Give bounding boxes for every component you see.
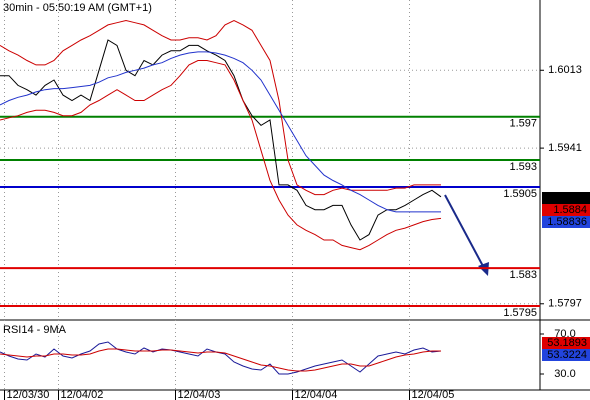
series-line — [0, 348, 441, 372]
level-label: 1.5795 — [503, 307, 537, 319]
price-tag — [542, 204, 590, 216]
y-tick-label: 70.0 — [554, 328, 575, 340]
level-label: 1.593 — [509, 161, 537, 173]
price-tag-label: 53.1893 — [547, 337, 587, 349]
series-line — [0, 51, 441, 213]
panel-title: RSI14 - 9MA — [3, 324, 67, 336]
x-tick-label: 12/04/04 — [295, 389, 338, 400]
y-tick-label: 30.0 — [554, 368, 575, 380]
price-tag — [542, 349, 590, 361]
forecast-arrow — [444, 194, 485, 269]
level-label: 1.597 — [509, 118, 537, 130]
series-line — [0, 19, 441, 196]
price-tag-label: 1.5884 — [553, 204, 587, 216]
price-tag — [542, 216, 590, 228]
y-tick-label: 1.6013 — [548, 64, 582, 76]
level-label: 1.583 — [509, 269, 537, 281]
series-line — [0, 60, 442, 251]
price-tag-label: 53.3224 — [547, 349, 587, 361]
x-tick-label: 12/04/05 — [412, 389, 455, 400]
y-tick-label: 1.5941 — [548, 142, 582, 154]
x-tick-label: 12/04/02 — [61, 389, 104, 400]
price-tag-label: 1.5896 — [553, 192, 587, 204]
x-tick-label: 12/04/03 — [178, 389, 221, 400]
y-tick-label: 1.5797 — [548, 298, 582, 310]
x-tick-label: 12/03/30 — [7, 389, 50, 400]
price-tag-label: 1.58836 — [547, 216, 587, 228]
panel-title: 30min - 05:50:19 AM (GMT+1) — [3, 2, 152, 14]
series-line — [0, 39, 442, 241]
price-tag — [542, 337, 590, 349]
level-label: 1.5905 — [503, 188, 537, 200]
price-tag — [542, 192, 590, 204]
